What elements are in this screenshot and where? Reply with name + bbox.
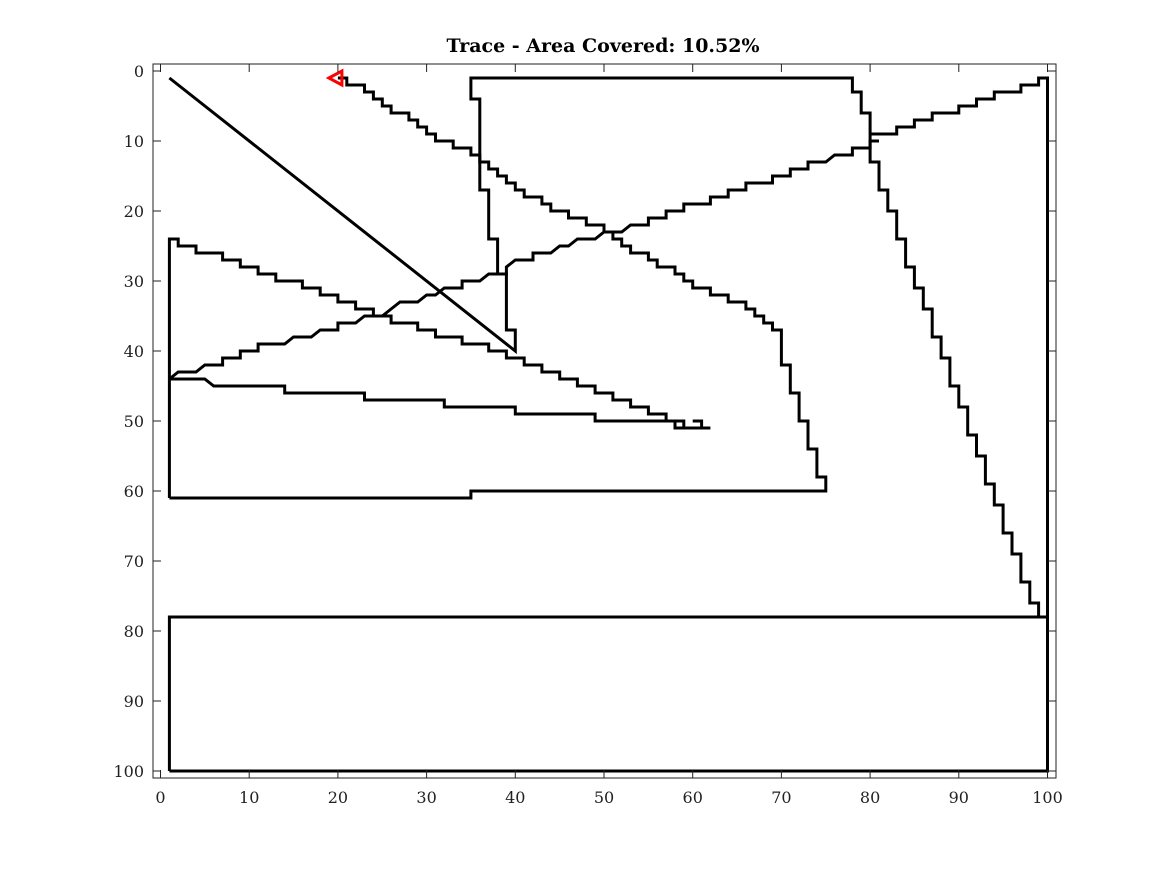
trace-lines <box>167 76 1049 773</box>
x-tick-label: 0 <box>155 788 165 807</box>
y-tick-label: 50 <box>124 412 144 431</box>
current-position-marker <box>325 68 344 88</box>
trace-segment-5 <box>168 139 879 381</box>
y-tick-label: 40 <box>124 342 144 361</box>
x-tick-label: 10 <box>239 788 259 807</box>
chart-title: Trace - Area Covered: 10.52% <box>446 35 759 57</box>
x-tick-label: 40 <box>505 788 525 807</box>
y-tick-label: 10 <box>124 132 144 151</box>
trace-segment-3 <box>167 237 704 498</box>
x-tick-label: 60 <box>683 788 703 807</box>
trace-segment-4 <box>169 377 711 430</box>
x-tick-label: 100 <box>1032 788 1063 807</box>
marker-layer <box>325 68 344 88</box>
trace-segment-2 <box>169 76 828 500</box>
x-tick-label: 80 <box>860 788 880 807</box>
plot-frame <box>152 63 1057 779</box>
y-tick-label: 80 <box>124 622 144 641</box>
y-tick-label: 0 <box>134 62 144 81</box>
y-tick-label: 70 <box>124 552 144 571</box>
x-tick-label: 50 <box>594 788 614 807</box>
y-tick-label: 30 <box>124 272 144 291</box>
y-tick-label: 60 <box>124 482 144 501</box>
x-tick-label: 70 <box>771 788 791 807</box>
y-tick-label: 90 <box>124 692 144 711</box>
trace-segment-6 <box>168 76 1049 619</box>
x-tick-label: 30 <box>416 788 436 807</box>
axes: 0 10 20 30 40 50 60 70 80 90 100 0 10 20 30 40 50 60 70 80 9… <box>113 62 1062 807</box>
x-tick-label: 20 <box>328 788 348 807</box>
y-tick-label: 20 <box>124 202 144 221</box>
x-tick-label: 90 <box>949 788 969 807</box>
y-tick-label: 100 <box>113 762 144 781</box>
